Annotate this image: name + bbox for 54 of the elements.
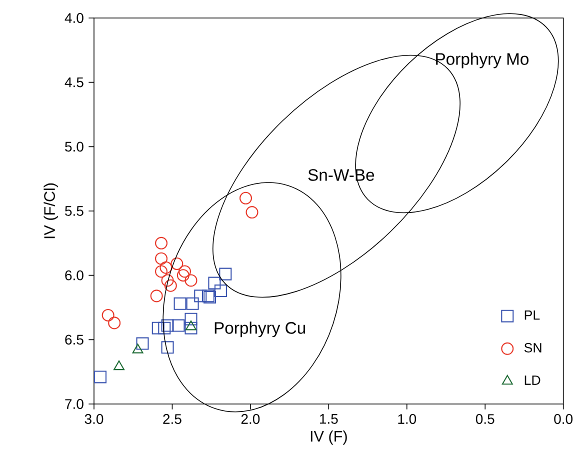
point [136,337,149,350]
y-tick-label: 5.0 [65,142,84,152]
point [246,206,258,219]
y-axis-title: IV (F/Cl) [44,183,58,238]
point [185,320,196,330]
point [152,322,164,334]
point [186,297,199,310]
x-tick-label: 0.0 [554,414,573,424]
y-tick-label: 6.5 [65,334,84,345]
point [176,269,190,282]
x-tick-label: 0.5 [476,414,494,424]
y-tick-label: 4.5 [64,77,84,88]
point [178,265,192,278]
point [108,316,121,330]
y-tick-label: 4.0 [64,13,84,23]
y-tick-label: 5.5 [65,206,84,216]
x-tick-label: 1.0 [398,414,416,424]
point [161,341,174,354]
point [150,290,163,302]
point [184,322,198,334]
annotation: Porphyry Cu [214,322,306,338]
point [194,290,207,302]
point [219,268,232,280]
point [172,319,185,332]
legend-label: SN [524,343,542,352]
point [161,274,174,287]
point [94,370,107,384]
point [161,319,174,332]
point [155,236,168,250]
x-axis-title: IV (F) [310,430,347,445]
point [184,312,198,326]
annotation: Porphyry Mo [436,52,528,68]
point [174,297,186,310]
point [214,284,227,298]
point [208,276,221,290]
point [155,265,168,278]
x-tick-label: 2.5 [163,414,182,424]
point [114,360,125,370]
y-tick-label: 6.0 [65,270,84,280]
legend-label: PL [524,310,540,320]
point [184,274,198,287]
x-tick-label: 2.0 [241,414,260,424]
y-tick-label: 7.0 [65,399,84,409]
point [239,192,252,204]
point [164,279,177,292]
x-tick-label: 3.0 [84,414,104,424]
x-tick-label: 1.5 [320,414,338,424]
point [160,261,172,274]
point [158,322,171,334]
point [132,344,144,354]
point [102,308,114,322]
legend-label: LD [524,376,540,385]
point [170,257,184,270]
point [155,252,168,265]
